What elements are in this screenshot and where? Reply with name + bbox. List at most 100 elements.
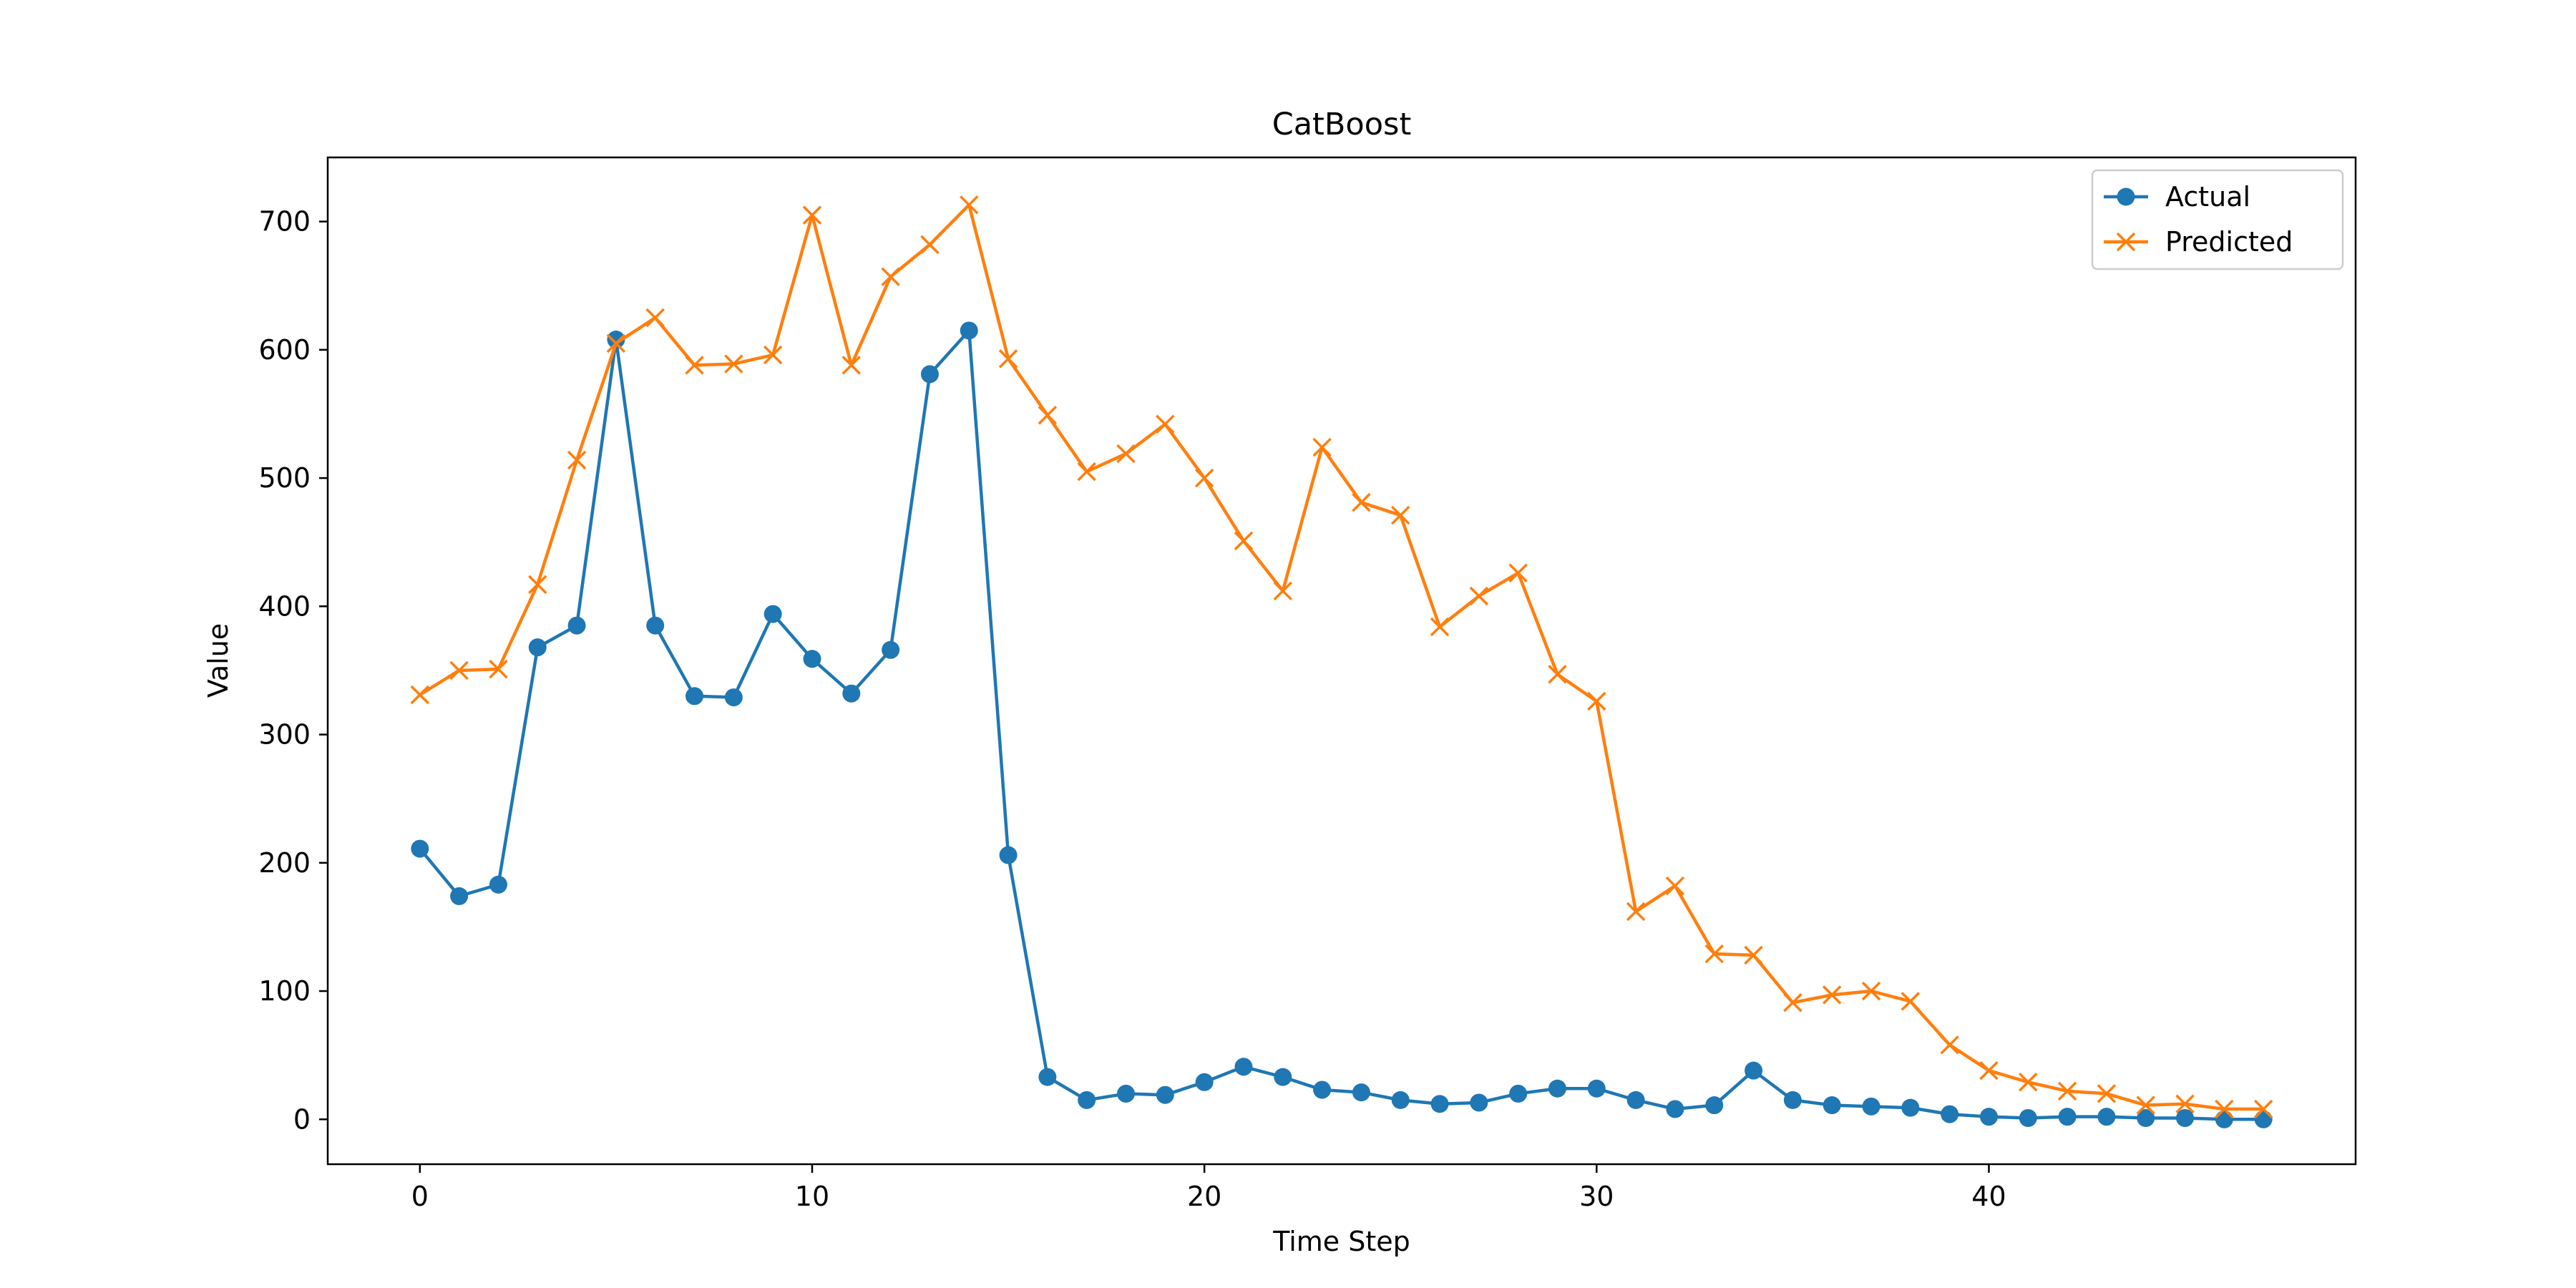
series-layer [410, 195, 2273, 1128]
data-point-predicted [1390, 505, 1410, 525]
data-point-actual [567, 616, 586, 635]
data-point-predicted [410, 685, 430, 705]
data-point-actual [1509, 1084, 1528, 1103]
series-line-predicted [419, 203, 2264, 1111]
data-point-actual [1548, 1079, 1566, 1098]
chart-title: CatBoost [1272, 107, 1412, 142]
data-point-actual [1313, 1080, 1332, 1099]
data-point-predicted [1822, 985, 1842, 1005]
data-point-predicted [528, 575, 547, 595]
data-point-actual [2097, 1108, 2116, 1126]
x-axis-label: Time Step [1272, 1226, 1410, 1257]
data-point-actual [920, 365, 939, 384]
data-point-actual [882, 640, 900, 659]
data-point-actual [1234, 1058, 1253, 1076]
legend-label: Actual [2165, 181, 2250, 213]
y-axis-ticks: 0 100 200 300 400 500 600 700 [258, 206, 328, 1135]
data-point-predicted [2253, 1099, 2273, 1119]
legend-marker-x [2116, 232, 2136, 252]
data-point-predicted [2175, 1094, 2195, 1113]
data-point-predicted [685, 356, 704, 375]
data-point-predicted [998, 349, 1018, 369]
y-tick-label: 700 [258, 206, 311, 238]
data-point-predicted [1234, 531, 1254, 551]
data-point-predicted [1744, 945, 1763, 965]
data-point-predicted [489, 659, 508, 679]
data-point-predicted [2097, 1084, 2117, 1103]
data-point-predicted [1352, 492, 1371, 512]
y-tick-label: 200 [258, 847, 311, 879]
data-point-predicted [645, 308, 665, 328]
legend-marker-circle [2117, 187, 2135, 206]
data-point-predicted [2019, 1073, 2038, 1092]
data-point-actual [1078, 1091, 1096, 1109]
data-point-actual [1783, 1091, 1802, 1109]
data-point-actual [411, 839, 429, 858]
data-point-actual [528, 638, 547, 657]
data-point-predicted [920, 235, 940, 255]
data-point-predicted [1548, 665, 1567, 684]
data-point-actual [1156, 1085, 1174, 1104]
x-tick-label: 40 [1971, 1181, 2006, 1212]
data-point-actual [1745, 1061, 1763, 1080]
data-point-actual [1587, 1079, 1606, 1098]
legend-item-actual: Actual [2104, 181, 2250, 213]
data-point-predicted [1704, 944, 1724, 964]
data-point-predicted [1940, 1035, 1959, 1055]
data-point-actual [842, 684, 861, 703]
y-tick-label: 400 [258, 590, 311, 622]
data-point-actual [2254, 1110, 2273, 1128]
data-point-actual [1941, 1105, 1959, 1123]
data-point-actual [1038, 1068, 1057, 1086]
data-point-actual [2137, 1108, 2155, 1127]
data-point-actual [489, 875, 507, 894]
data-point-actual [1979, 1108, 1998, 1126]
data-point-predicted [1156, 414, 1175, 434]
y-tick-label: 500 [258, 462, 311, 494]
data-point-actual [960, 321, 978, 340]
data-point-predicted [2215, 1099, 2234, 1119]
data-point-predicted [960, 195, 979, 215]
data-point-actual [607, 331, 625, 349]
data-point-actual [1430, 1095, 1449, 1113]
data-point-predicted [449, 660, 469, 680]
data-point-predicted [881, 267, 900, 286]
data-point-actual [1470, 1093, 1488, 1112]
legend-box [2091, 169, 2344, 270]
data-point-actual [763, 605, 782, 623]
data-point-predicted [567, 450, 587, 470]
data-point-predicted [1469, 586, 1489, 606]
data-point-actual [2176, 1108, 2195, 1127]
data-point-predicted [1861, 981, 1881, 1001]
data-point-actual [1274, 1068, 1292, 1086]
data-point-actual [450, 887, 469, 905]
series-predicted [410, 195, 2273, 1119]
data-point-predicted [1116, 444, 1136, 464]
y-tick-label: 300 [258, 719, 311, 751]
data-point-actual [1862, 1097, 1880, 1116]
data-point-actual [724, 688, 743, 707]
data-point-actual [1117, 1084, 1136, 1103]
y-tick-label: 600 [258, 334, 311, 366]
data-point-predicted [606, 333, 626, 353]
data-point-predicted [802, 205, 822, 225]
data-point-actual [803, 650, 821, 668]
data-point-actual [2215, 1110, 2233, 1128]
data-point-predicted [2136, 1096, 2155, 1115]
legend-item-predicted: Predicted [2104, 226, 2293, 258]
data-point-actual [1666, 1100, 1684, 1118]
data-point-predicted [1587, 691, 1606, 711]
x-tick-label: 20 [1187, 1181, 1221, 1212]
data-point-actual [1705, 1096, 1724, 1115]
data-point-predicted [2057, 1081, 2077, 1101]
data-point-predicted [1038, 406, 1058, 425]
x-tick-label: 10 [795, 1181, 829, 1212]
y-axis-label: Value [203, 623, 234, 698]
data-point-actual [1626, 1091, 1645, 1109]
data-point-predicted [763, 345, 783, 365]
data-point-predicted [1430, 617, 1450, 637]
legend-label: Predicted [2165, 226, 2293, 258]
data-point-predicted [1077, 462, 1096, 482]
x-tick-label: 0 [411, 1181, 429, 1212]
